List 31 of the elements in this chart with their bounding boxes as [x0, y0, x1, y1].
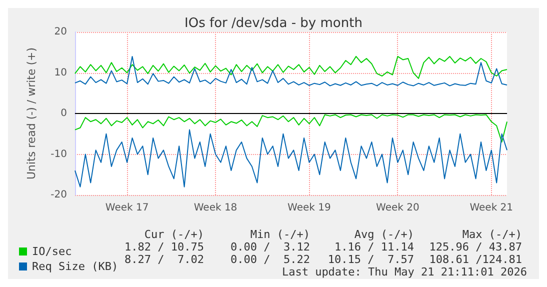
x-tick-label: Week 21 [470, 202, 514, 214]
x-tick-label: Week 19 [288, 202, 331, 214]
line-series [74, 56, 508, 86]
line-series [74, 129, 508, 188]
line-series [74, 56, 508, 79]
text: 8.27 / 7.02 [124, 253, 204, 266]
x-tick-label: Week 17 [105, 202, 149, 214]
y-tick-label: -20 [50, 190, 67, 200]
text: 0.00 / 3.12 [230, 240, 310, 254]
y-tick-label: 10 [54, 67, 67, 78]
text: 125.96 / 43.87 [429, 240, 522, 254]
text: Cur (-/+) [144, 228, 204, 241]
x-tick-label: Week 18 [194, 202, 238, 214]
chart-title: IOs for /dev/sda - by month [184, 16, 362, 31]
text: Max (-/+) [462, 228, 522, 241]
y-tick-label: -10 [50, 148, 67, 160]
text: 10.15 / 7.57 [328, 253, 414, 266]
text: 1.82 / 10.75 [124, 240, 204, 254]
text: 1.16 / 11.14 [334, 240, 414, 254]
legend-label: Req Size (KB) [32, 260, 118, 273]
text: Last update: Thu May 21 21:11:01 2026 [282, 266, 527, 278]
y-tick-label: 20 [54, 26, 67, 38]
text: 108.61 /124.81 [429, 253, 522, 266]
text: 0.00 / 5.22 [230, 253, 310, 266]
legend-label: IO/sec [32, 245, 72, 258]
y-axis-title: Units read (-) / write (+) [25, 47, 38, 180]
text: Min (-/+) [250, 228, 310, 241]
line-series [74, 114, 508, 143]
y-tick-label: 0 [60, 108, 67, 119]
x-tick-label: Week 20 [376, 202, 420, 214]
text: Avg (-/+) [354, 228, 414, 241]
